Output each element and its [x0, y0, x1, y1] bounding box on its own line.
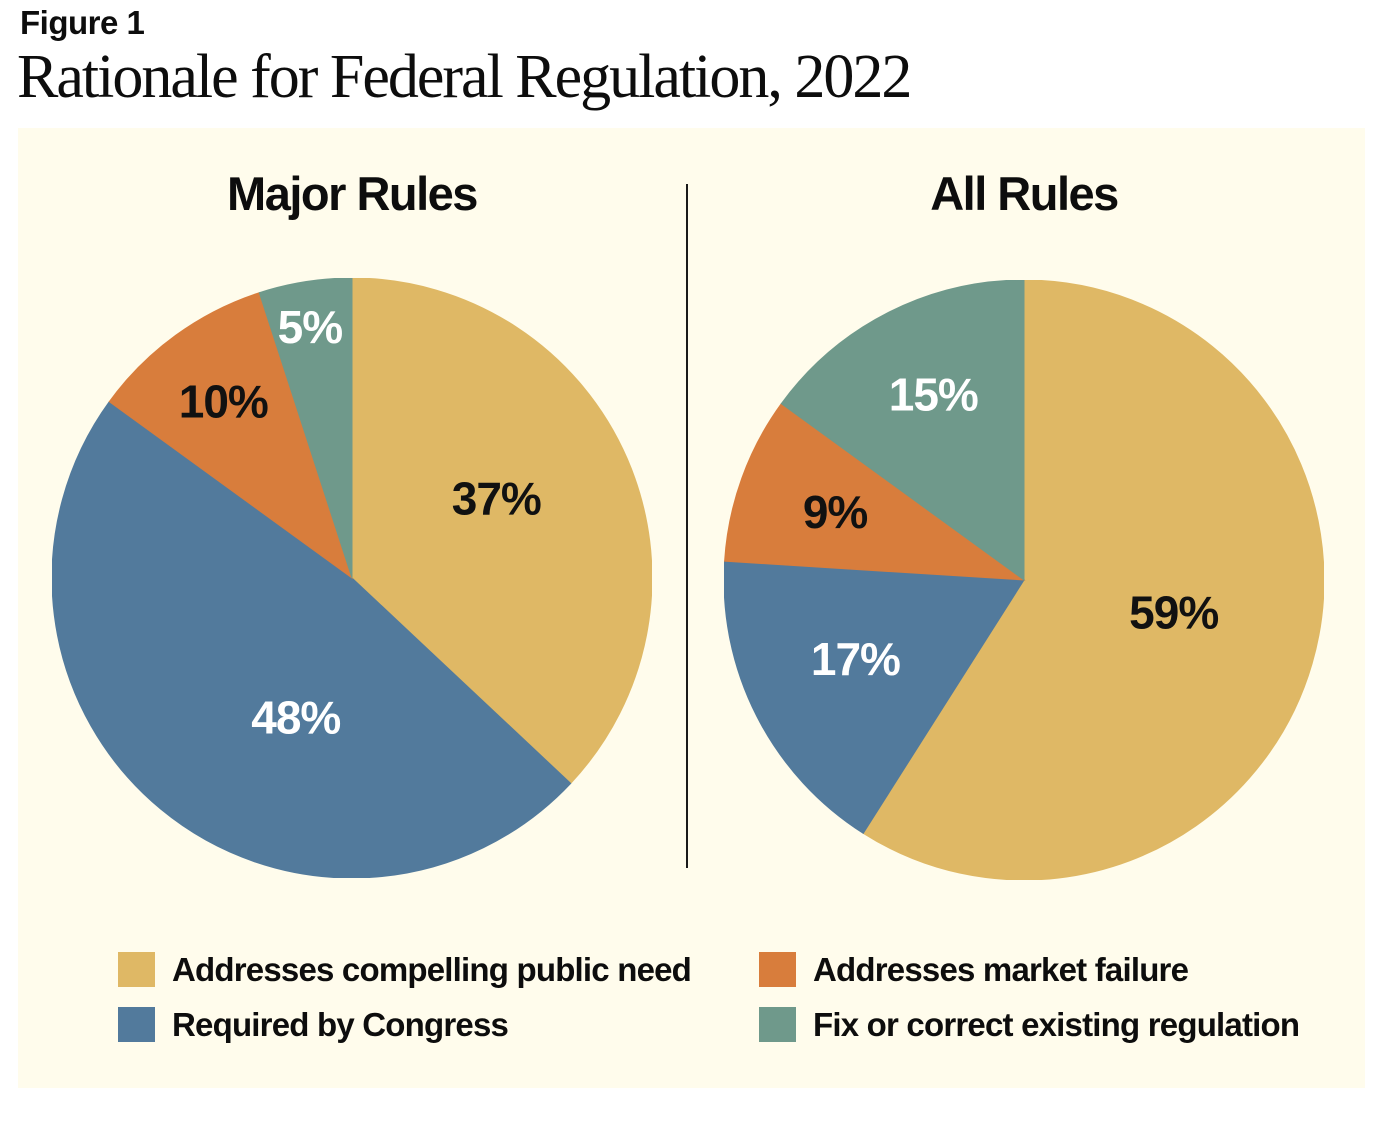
pie-slice-0-3: [258, 278, 353, 579]
legend-label-market-failure: Addresses market failure: [813, 951, 1189, 988]
pie-label-0-3: 5%: [278, 301, 343, 353]
legend-item-fix-existing-regulation: Fix or correct existing regulation: [759, 1006, 1300, 1043]
legend-label-fix-existing-regulation: Fix or correct existing regulation: [813, 1006, 1300, 1043]
pie-label-1-0: 59%: [1129, 586, 1218, 638]
pie-slice-1-3: [780, 280, 1025, 581]
pie-label-1-1: 17%: [811, 633, 900, 685]
pie-label-1-2: 9%: [803, 486, 868, 538]
legend-item-market-failure: Addresses market failure: [759, 951, 1189, 988]
legend-item-compelling-public-need: Addresses compelling public need: [118, 951, 692, 988]
pie-label-0-2: 10%: [179, 375, 268, 427]
pie-title-all-rules: All Rules: [930, 167, 1119, 220]
pie-title-major-rules: Major Rules: [227, 167, 478, 220]
pie-chart-all-rules: 59% 17% 9% 15%: [724, 280, 1324, 880]
pie-slice-1-2: [724, 402, 1026, 581]
vertical-divider: [686, 184, 688, 868]
legend-label-required-by-congress: Required by Congress: [172, 1006, 509, 1043]
legend-swatch-required-by-congress: [118, 1007, 155, 1042]
pie-label-0-1: 48%: [251, 692, 340, 744]
pie-slice-0-0: [351, 278, 652, 785]
pie-slice-0-1: [52, 400, 572, 878]
chart-panel: Major Rules All Rules 37% 48% 10% 5% 59% 17%…: [18, 128, 1365, 1088]
pie-label-0-0: 37%: [452, 473, 541, 525]
legend-swatch-compelling-public-need: [118, 952, 155, 987]
figure-label: Figure 1: [20, 4, 145, 41]
pie-slice-1-0: [862, 280, 1324, 880]
pie-label-1-3: 15%: [889, 368, 978, 420]
legend-label-compelling-public-need: Addresses compelling public need: [172, 951, 692, 988]
pie-chart-major-rules: 37% 48% 10%5%: [52, 278, 652, 878]
page-title: Rationale for Federal Regulation, 2022: [17, 43, 912, 111]
pie-slice-0-2: [108, 292, 353, 580]
legend-swatch-market-failure: [759, 952, 796, 987]
pie-slice-1-1: [724, 560, 1025, 834]
legend-item-required-by-congress: Required by Congress: [118, 1006, 509, 1043]
legend-swatch-fix-existing-regulation: [759, 1007, 796, 1042]
